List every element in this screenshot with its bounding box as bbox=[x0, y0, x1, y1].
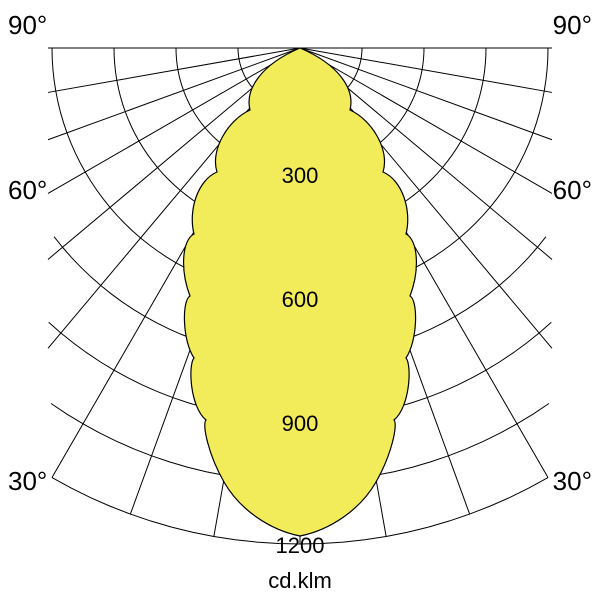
svg-text:cd.klm: cd.klm bbox=[268, 568, 332, 593]
svg-text:1200: 1200 bbox=[276, 533, 325, 558]
svg-text:60°: 60° bbox=[8, 175, 47, 205]
svg-text:900: 900 bbox=[282, 411, 319, 436]
svg-text:300: 300 bbox=[282, 163, 319, 188]
svg-text:30°: 30° bbox=[8, 466, 47, 496]
svg-text:60°: 60° bbox=[553, 175, 592, 205]
svg-text:90°: 90° bbox=[553, 10, 592, 40]
svg-text:600: 600 bbox=[282, 287, 319, 312]
svg-text:30°: 30° bbox=[553, 466, 592, 496]
svg-text:90°: 90° bbox=[8, 10, 47, 40]
